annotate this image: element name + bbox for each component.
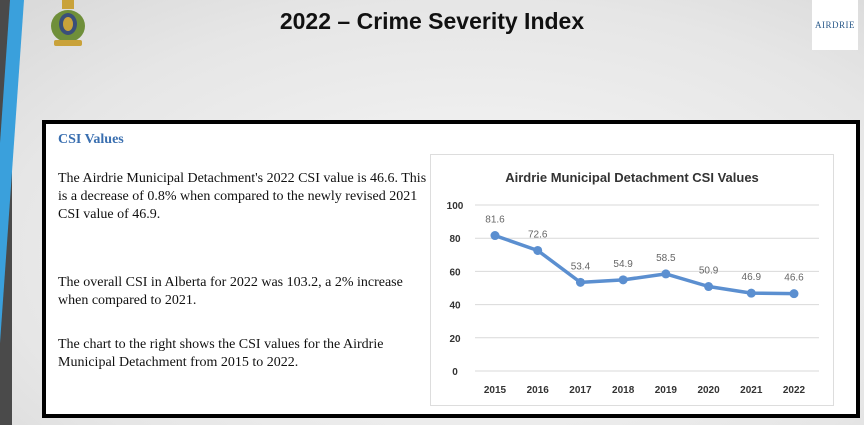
x-tick-label: 2016 <box>527 385 550 396</box>
chart-svg: Airdrie Municipal Detachment CSI Values … <box>447 170 819 396</box>
data-label: 81.6 <box>485 215 505 226</box>
data-point <box>704 282 714 292</box>
data-point <box>575 277 585 287</box>
data-point <box>533 245 543 255</box>
x-tick-label: 2020 <box>697 385 720 396</box>
x-tick-label: 2021 <box>740 385 763 396</box>
data-point <box>618 275 628 285</box>
data-point <box>789 289 799 299</box>
paragraph-2022-csi: The Airdrie Municipal Detachment's 2022 … <box>58 171 427 222</box>
airdrie-logo: AIRDRIE <box>812 0 858 50</box>
data-point <box>746 288 756 298</box>
x-tick-label: 2015 <box>484 385 507 396</box>
y-tick-label: 100 <box>447 201 464 212</box>
paragraph-chart-description: The chart to the right shows the CSI val… <box>58 337 384 370</box>
y-tick-label: 20 <box>449 334 461 345</box>
csi-line-chart: Airdrie Municipal Detachment CSI Values … <box>430 154 834 406</box>
series-line <box>494 233 795 296</box>
y-tick-label: 80 <box>449 234 461 245</box>
content-panel: CSI Values The Airdrie Municipal Detachm… <box>42 120 860 418</box>
x-tick-label: 2022 <box>783 385 806 396</box>
data-point <box>490 231 500 241</box>
section-heading: CSI Values <box>58 132 124 147</box>
data-label: 72.6 <box>528 229 548 240</box>
data-label: 58.5 <box>656 253 676 264</box>
data-label: 54.9 <box>613 259 633 270</box>
x-tick-label: 2017 <box>569 385 592 396</box>
data-label: 46.9 <box>742 272 762 283</box>
slide-title: 2022 – Crime Severity Index <box>279 8 585 34</box>
x-tick-label: 2018 <box>612 385 635 396</box>
data-label: 53.4 <box>571 261 591 272</box>
y-tick-label: 40 <box>449 301 461 312</box>
data-label: 50.9 <box>699 266 719 277</box>
paragraph-alberta-csi: The overall CSI in Alberta for 2022 was … <box>58 275 403 308</box>
y-tick-label: 0 <box>452 367 458 378</box>
y-tick-label: 60 <box>449 267 461 278</box>
rcmp-crest-logo <box>44 0 92 48</box>
chart-title: Airdrie Municipal Detachment CSI Values <box>505 170 759 185</box>
data-point <box>661 269 671 279</box>
x-tick-label: 2019 <box>655 385 678 396</box>
data-label: 46.6 <box>784 273 804 284</box>
